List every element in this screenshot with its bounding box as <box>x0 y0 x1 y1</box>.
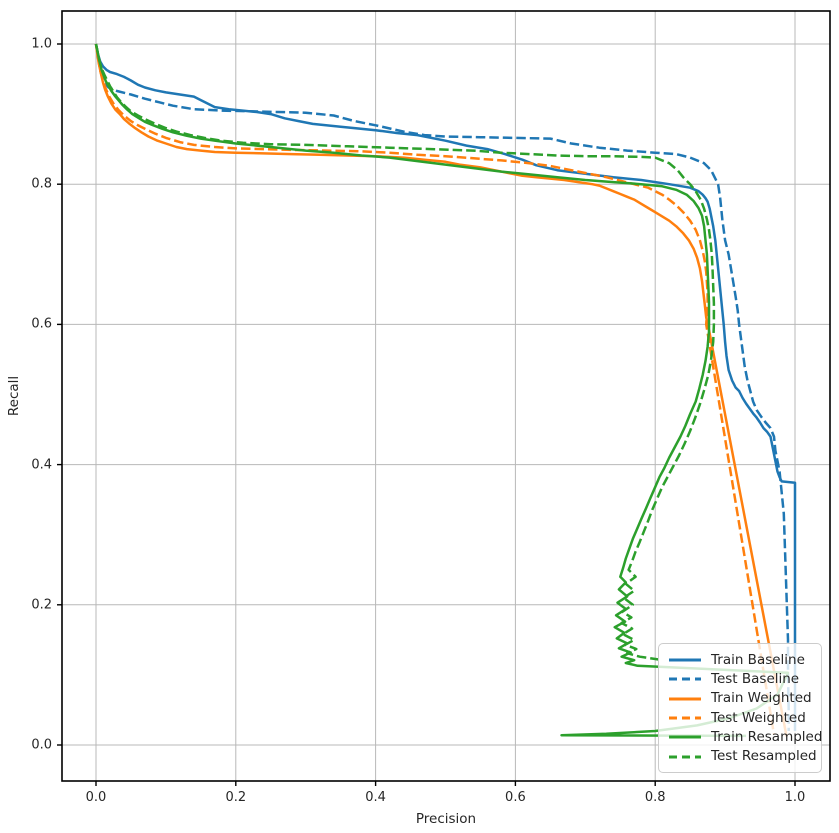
y-tick-label: 0.8 <box>31 176 52 192</box>
curve-test-weighted <box>94 43 776 735</box>
legend-label: Test Weighted <box>711 709 806 726</box>
legend-label: Train Baseline <box>711 651 805 668</box>
curve-train-weighted <box>94 43 788 737</box>
legend-line-sample <box>668 669 702 688</box>
y-axis-label: Recall <box>6 375 22 417</box>
legend-line-sample <box>668 650 702 669</box>
x-tick-label: 1.0 <box>784 790 806 805</box>
curve-train-baseline <box>94 43 797 731</box>
legend-line-sample <box>668 727 702 746</box>
legend-label: Train Weighted <box>711 690 812 707</box>
y-tick-label: 0.0 <box>31 737 52 753</box>
x-tick-label: 0.2 <box>225 790 247 805</box>
axes-spines <box>61 10 831 782</box>
legend-item-test-baseline: Test Baseline <box>668 669 813 688</box>
y-tick-label: 0.2 <box>31 597 52 613</box>
curve-test-baseline <box>94 43 790 731</box>
y-tick-label: 0.4 <box>31 457 52 473</box>
x-tick-label: 0.6 <box>505 790 526 805</box>
legend-item-train-weighted: Train Weighted <box>668 689 813 708</box>
legend-label: Test Resampled <box>711 748 817 765</box>
legend-line-sample <box>668 747 702 766</box>
legend-item-test-weighted: Test Weighted <box>668 708 813 727</box>
legend-item-test-resampled: Test Resampled <box>668 747 817 766</box>
legend-label: Test Baseline <box>711 670 800 687</box>
y-tick-label: 0.6 <box>31 316 52 332</box>
x-tick-label: 0.4 <box>365 790 386 805</box>
legend-item-train-resampled: Train Resampled <box>668 727 822 746</box>
legend-item-train-baseline: Train Baseline <box>668 650 813 669</box>
legend-line-sample <box>668 689 702 708</box>
y-tick-label: 1.0 <box>31 36 52 52</box>
curve-test-resampled <box>94 43 716 661</box>
x-tick-label: 0.0 <box>85 790 107 805</box>
x-tick-label: 0.8 <box>644 790 666 805</box>
x-axis-label: Precision <box>415 811 477 827</box>
legend-label: Train Resampled <box>711 728 823 745</box>
legend-line-sample <box>668 708 702 727</box>
legend: Train Baseline Test Baseline Train Weighte… <box>658 643 822 773</box>
curve-train-resampled <box>94 43 790 738</box>
